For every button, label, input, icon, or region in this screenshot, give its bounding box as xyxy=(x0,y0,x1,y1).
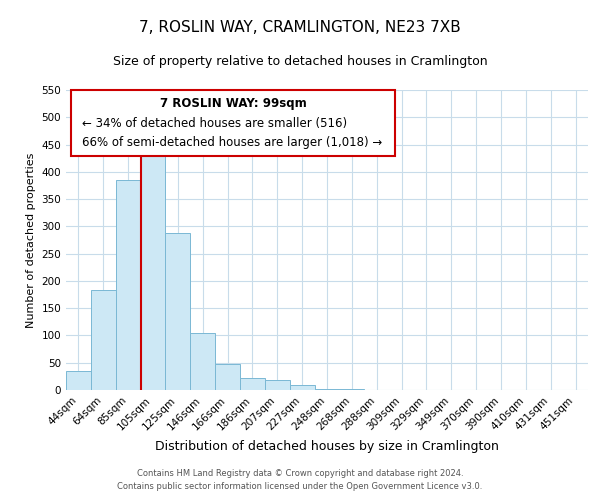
Bar xyxy=(240,378,265,390)
Text: Contains public sector information licensed under the Open Government Licence v3: Contains public sector information licen… xyxy=(118,482,482,491)
Text: Size of property relative to detached houses in Cramlington: Size of property relative to detached ho… xyxy=(113,55,487,68)
Bar xyxy=(314,389,340,390)
X-axis label: Distribution of detached houses by size in Cramlington: Distribution of detached houses by size … xyxy=(155,440,499,453)
Text: ← 34% of detached houses are smaller (516): ← 34% of detached houses are smaller (51… xyxy=(82,116,347,130)
Y-axis label: Number of detached properties: Number of detached properties xyxy=(26,152,36,328)
Text: Contains HM Land Registry data © Crown copyright and database right 2024.: Contains HM Land Registry data © Crown c… xyxy=(137,468,463,477)
Bar xyxy=(166,234,190,390)
Bar xyxy=(91,290,116,390)
Text: 7 ROSLIN WAY: 99sqm: 7 ROSLIN WAY: 99sqm xyxy=(160,96,307,110)
Bar xyxy=(290,385,314,390)
Bar xyxy=(265,380,290,390)
Text: 66% of semi-detached houses are larger (1,018) →: 66% of semi-detached houses are larger (… xyxy=(82,136,382,149)
Bar xyxy=(190,332,215,390)
Bar xyxy=(66,371,91,390)
Bar xyxy=(215,364,240,390)
FancyBboxPatch shape xyxy=(71,90,395,156)
Bar xyxy=(116,180,140,390)
Text: 7, ROSLIN WAY, CRAMLINGTON, NE23 7XB: 7, ROSLIN WAY, CRAMLINGTON, NE23 7XB xyxy=(139,20,461,35)
Bar xyxy=(140,142,166,390)
